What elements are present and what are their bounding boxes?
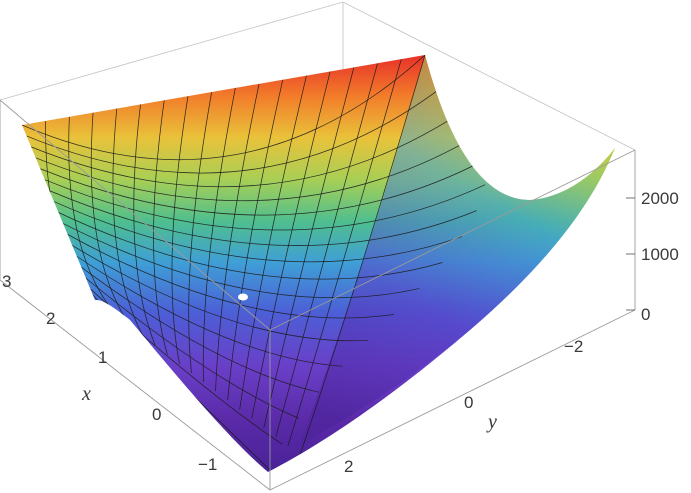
- z-tick-label: 2000: [641, 189, 679, 208]
- z-axis: 2000 1000 0: [626, 189, 679, 324]
- mesh-line: [30, 106, 470, 188]
- mesh-line: [62, 223, 420, 299]
- y-tick-label: 2: [344, 457, 353, 476]
- surface: [22, 55, 615, 472]
- mesh-line: [215, 83, 260, 392]
- bounding-box-front: [0, 99, 636, 491]
- x-tick-label: 2: [46, 309, 55, 328]
- mesh-line: [239, 75, 307, 410]
- mesh-line: [44, 179, 486, 231]
- mesh-line: [40, 158, 488, 216]
- mesh-line: [22, 55, 426, 161]
- mesh-line: [133, 104, 156, 346]
- mesh-line: [90, 112, 132, 328]
- mesh-line: [299, 55, 426, 456]
- mesh-line: [53, 201, 463, 263]
- x-tick-label: 0: [152, 405, 161, 424]
- surface-hole: [238, 293, 248, 301]
- x-tick-label: −1: [198, 455, 217, 474]
- mesh-line: [227, 79, 284, 401]
- y-axis-label: y: [486, 411, 497, 433]
- mesh-line: [49, 190, 477, 246]
- mesh-line: [153, 100, 168, 355]
- x-tick-label: 3: [2, 272, 11, 291]
- y-tick-label: 0: [464, 393, 473, 412]
- mesh-line: [58, 212, 443, 280]
- mesh-line: [71, 244, 368, 342]
- x-tick-label: 1: [98, 348, 107, 367]
- mesh-line: [275, 63, 378, 437]
- z-tick-label: 1000: [641, 245, 679, 264]
- mesh-line: [202, 87, 236, 383]
- y-tick-label: −2: [564, 337, 583, 356]
- z-tick-label: 0: [641, 305, 650, 324]
- y-axis: −2 0 2 y: [344, 337, 583, 476]
- mesh-line: [35, 132, 482, 202]
- mesh-line: [287, 59, 402, 446]
- mesh-line: [85, 277, 299, 419]
- mesh-line: [68, 116, 120, 319]
- mesh-line: [188, 91, 213, 373]
- mesh-line: [263, 67, 355, 428]
- mesh-line: [171, 96, 189, 364]
- x-axis: 3 2 1 0 −1 x: [2, 272, 217, 474]
- mesh-line: [81, 266, 319, 393]
- surface-shading: [300, 55, 615, 445]
- x-axis-label: x: [81, 383, 91, 405]
- mesh-line: [76, 255, 343, 367]
- mesh-lines: [22, 55, 488, 471]
- mesh-line: [26, 80, 451, 174]
